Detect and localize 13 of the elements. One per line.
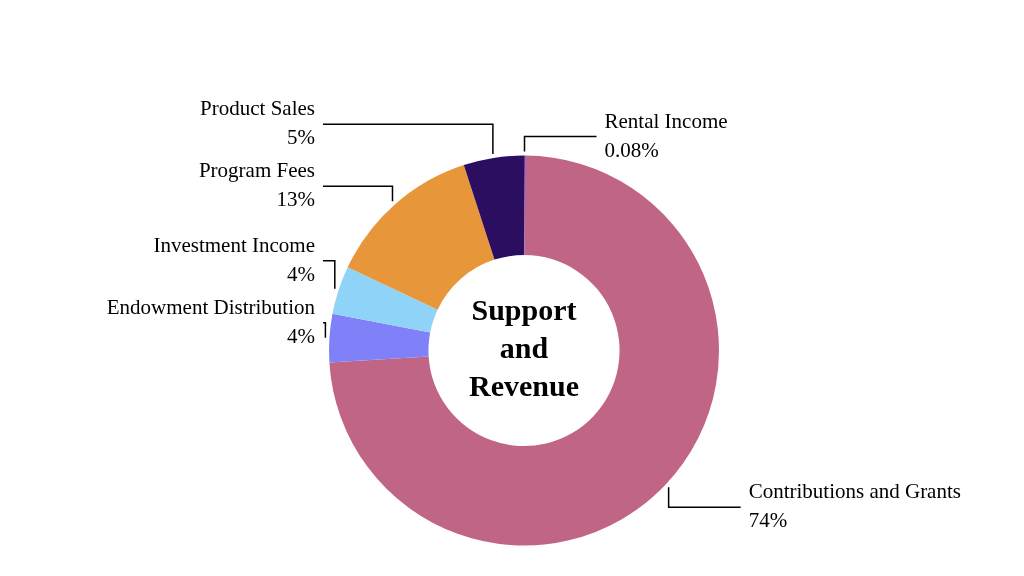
data-label: 4%: [287, 261, 315, 286]
slice-label: Product Sales: [200, 96, 315, 121]
data-label: 0.08%: [604, 137, 659, 162]
data-label: 4%: [287, 323, 315, 348]
data-label: 5%: [287, 125, 315, 150]
slice-label: Investment Income: [153, 232, 315, 257]
slice-label: Program Fees: [198, 158, 315, 183]
slice-label: Rental Income: [604, 108, 728, 133]
data-label: 13%: [276, 187, 315, 212]
slice-label: Contributions and Grants: [748, 479, 961, 504]
data-label: 74%: [748, 508, 788, 533]
slice-label: Endowment Distribution: [106, 294, 316, 319]
text: Support and Revenue: [469, 293, 579, 403]
